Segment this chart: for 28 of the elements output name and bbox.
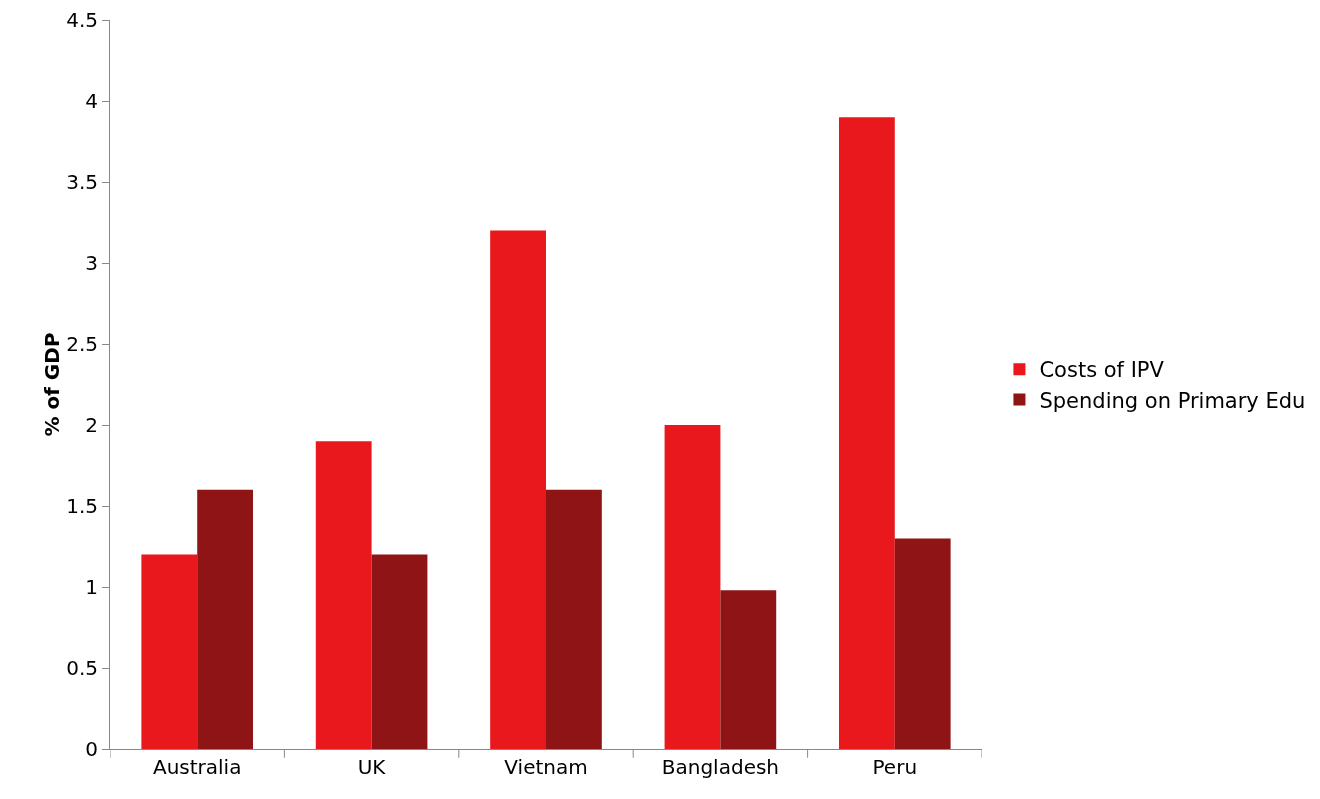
x-tick-label: Vietnam [504, 755, 588, 779]
y-tick-label: 3 [85, 251, 98, 275]
x-tick-label: UK [357, 755, 387, 779]
legend-label: Costs of IPV [1039, 358, 1165, 383]
y-tick-label: 3.5 [66, 170, 98, 194]
legend-label: Spending on Primary Edu [1039, 388, 1306, 413]
x-tick-label: Peru [872, 755, 918, 779]
y-tick-label: 0 [85, 737, 98, 761]
bar [371, 554, 428, 749]
bar [546, 489, 602, 749]
y-tick-label: 4 [85, 89, 98, 113]
y-tick-label: 0.5 [66, 656, 98, 680]
y-tick-label: 2.5 [66, 332, 98, 356]
y-tick-label: 2 [85, 413, 98, 437]
bar [315, 441, 372, 749]
y-tick-label: 4.5 [66, 8, 98, 32]
bar [141, 554, 198, 749]
bar [664, 425, 721, 749]
bar [720, 590, 777, 749]
y-axis-title: % of GDP [40, 332, 65, 437]
y-tick-label: 1 [85, 575, 98, 599]
x-tick-label: Australia [152, 755, 242, 779]
bar [838, 117, 895, 749]
bar [490, 230, 546, 749]
bar [894, 538, 951, 749]
y-tick-label: 1.5 [66, 494, 98, 518]
x-tick-label: Bangladesh [661, 755, 780, 779]
bar [197, 489, 254, 749]
